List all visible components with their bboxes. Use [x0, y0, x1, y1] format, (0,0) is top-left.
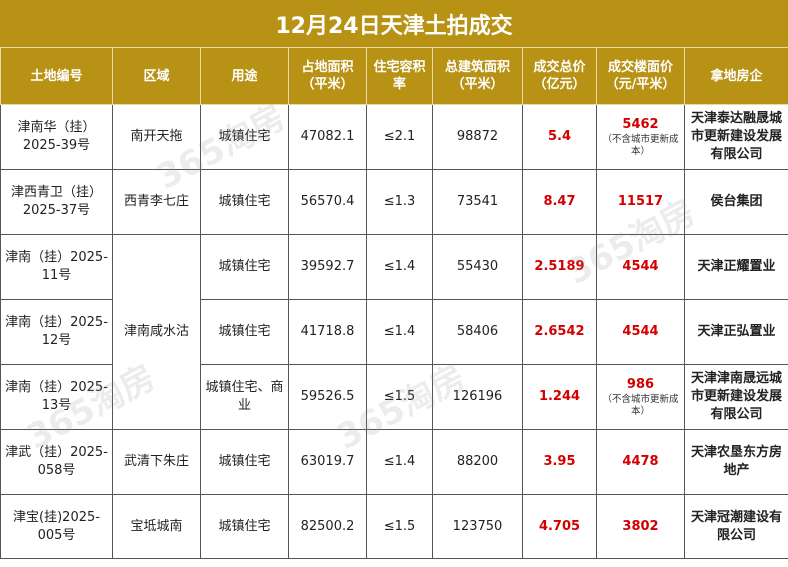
cell-district: 武清下朱庄: [112, 429, 201, 495]
cell-area: 41718.8: [288, 299, 367, 365]
cell-floor-price: 4544: [596, 234, 685, 300]
floor-price-value: 5462: [622, 117, 659, 132]
cell-floor-price: 4544: [596, 299, 685, 365]
cell-far: ≤2.1: [366, 104, 433, 170]
cell-price: 4.705: [522, 494, 597, 559]
cell-far: ≤1.4: [366, 299, 433, 365]
cell-use: 城镇住宅: [200, 234, 289, 300]
cell-floor-price: 5462 （不含城市更新成本）: [596, 104, 685, 170]
cell-use: 城镇住宅: [200, 494, 289, 559]
cell-price: 1.244: [522, 364, 597, 430]
header-far: 住宅容积率: [366, 47, 433, 105]
header-gfa: 总建筑面积（平米）: [432, 47, 523, 105]
cell-far: ≤1.4: [366, 234, 433, 300]
cell-winner: 天津津南晟远城市更新建设发展有限公司: [684, 364, 788, 430]
header-floor-price: 成交楼面价（元/平米）: [596, 47, 685, 105]
table-row: 津南（挂）2025-11号 津南咸水沽 城镇住宅 39592.7 ≤1.4 55…: [0, 234, 788, 430]
cell-gfa: 126196: [432, 364, 523, 430]
header-district: 区域: [112, 47, 201, 105]
cell-area: 56570.4: [288, 169, 367, 235]
cell-floor-price: 3802: [596, 494, 685, 559]
cell-winner: 天津正弘置业: [684, 299, 788, 365]
cell-winner: 天津泰达融晟城市更新建设发展有限公司: [684, 104, 788, 170]
cell-winner: 天津农垦东方房地产: [684, 429, 788, 495]
auction-table: 土地编号 区域 用途 占地面积（平米） 住宅容积率 总建筑面积（平米） 成交总价…: [0, 47, 788, 559]
cell-price: 5.4: [522, 104, 597, 170]
cell-gfa: 58406: [432, 299, 523, 365]
cell-floor-price: 11517: [596, 169, 685, 235]
cell-price: 8.47: [522, 169, 597, 235]
table-row: 津南（挂）2025-13号 城镇住宅、商业 59526.5 ≤1.5 12619…: [0, 364, 788, 430]
header-area: 占地面积（平米）: [288, 47, 367, 105]
header-price: 成交总价（亿元）: [522, 47, 597, 105]
cell-area: 82500.2: [288, 494, 367, 559]
floor-price-value: 986: [626, 377, 655, 392]
cell-gfa: 88200: [432, 429, 523, 495]
cell-lot: 津南（挂）2025-11号: [0, 234, 113, 300]
cell-far: ≤1.4: [366, 429, 433, 495]
cell-winner: 侯台集团: [684, 169, 788, 235]
table-row: 津宝(挂)2025-005号 宝坻城南 城镇住宅 82500.2 ≤1.5 12…: [0, 494, 788, 559]
cell-use: 城镇住宅: [200, 169, 289, 235]
cell-area: 39592.7: [288, 234, 367, 300]
header-winner: 拿地房企: [684, 47, 788, 105]
cell-lot: 津南（挂）2025-13号: [0, 364, 113, 430]
cell-area: 47082.1: [288, 104, 367, 170]
page-title: 12月24日天津土拍成交: [0, 0, 788, 47]
cell-winner: 天津冠潮建设有限公司: [684, 494, 788, 559]
table-row: 津西青卫（挂）2025-37号 西青李七庄 城镇住宅 56570.4 ≤1.3 …: [0, 169, 788, 235]
table-row: 津武（挂）2025-058号 武清下朱庄 城镇住宅 63019.7 ≤1.4 8…: [0, 429, 788, 495]
floor-price-note: （不含城市更新成本）: [602, 394, 679, 417]
cell-far: ≤1.5: [366, 494, 433, 559]
cell-floor-price: 4478: [596, 429, 685, 495]
cell-far: ≤1.3: [366, 169, 433, 235]
cell-winner: 天津正耀置业: [684, 234, 788, 300]
cell-lot: 津南华（挂）2025-39号: [0, 104, 113, 170]
cell-far: ≤1.5: [366, 364, 433, 430]
cell-area: 63019.7: [288, 429, 367, 495]
cell-lot: 津西青卫（挂）2025-37号: [0, 169, 113, 235]
header-use: 用途: [200, 47, 289, 105]
cell-use: 城镇住宅: [200, 104, 289, 170]
cell-gfa: 123750: [432, 494, 523, 559]
cell-district: 南开天拖: [112, 104, 201, 170]
cell-gfa: 73541: [432, 169, 523, 235]
cell-district-merged: 津南咸水沽: [112, 234, 201, 430]
cell-price: 2.6542: [522, 299, 597, 365]
cell-gfa: 55430: [432, 234, 523, 300]
header-row: 土地编号 区域 用途 占地面积（平米） 住宅容积率 总建筑面积（平米） 成交总价…: [0, 47, 788, 105]
table-row: 津南华（挂）2025-39号 南开天拖 城镇住宅 47082.1 ≤2.1 98…: [0, 104, 788, 170]
cell-price: 2.5189: [522, 234, 597, 300]
cell-lot: 津宝(挂)2025-005号: [0, 494, 113, 559]
cell-use: 城镇住宅: [200, 299, 289, 365]
cell-district: 西青李七庄: [112, 169, 201, 235]
cell-lot: 津武（挂）2025-058号: [0, 429, 113, 495]
cell-lot: 津南（挂）2025-12号: [0, 299, 113, 365]
table-row: 津南（挂）2025-12号 城镇住宅 41718.8 ≤1.4 58406 2.…: [0, 299, 788, 365]
cell-use: 城镇住宅: [200, 429, 289, 495]
floor-price-note: （不含城市更新成本）: [602, 134, 679, 157]
cell-price: 3.95: [522, 429, 597, 495]
cell-gfa: 98872: [432, 104, 523, 170]
cell-use: 城镇住宅、商业: [200, 364, 289, 430]
cell-floor-price: 986 （不含城市更新成本）: [596, 364, 685, 430]
cell-area: 59526.5: [288, 364, 367, 430]
header-lot: 土地编号: [0, 47, 113, 105]
cell-district: 宝坻城南: [112, 494, 201, 559]
